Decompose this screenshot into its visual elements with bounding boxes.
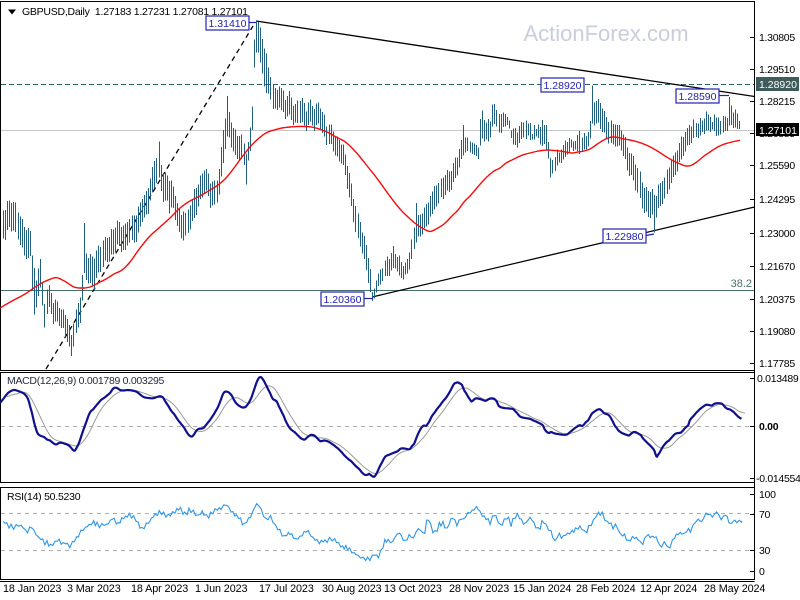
svg-text:15 Jan 2024: 15 Jan 2024 <box>513 583 571 595</box>
svg-text:-0.014554: -0.014554 <box>756 473 800 485</box>
svg-text:ActionForex.com: ActionForex.com <box>523 21 688 46</box>
svg-text:12 Apr 2024: 12 Apr 2024 <box>640 583 697 595</box>
svg-text:38.2: 38.2 <box>731 278 752 290</box>
svg-text:1.31410: 1.31410 <box>209 18 247 30</box>
svg-text:28 Nov 2023: 28 Nov 2023 <box>449 583 509 595</box>
svg-text:100: 100 <box>759 489 776 501</box>
svg-text:0.013489: 0.013489 <box>757 373 799 385</box>
svg-text:0: 0 <box>759 566 765 578</box>
svg-text:13 Oct 2023: 13 Oct 2023 <box>384 583 442 595</box>
svg-text:1.22980: 1.22980 <box>606 231 644 243</box>
svg-text:1.17785: 1.17785 <box>759 358 795 370</box>
svg-text:18 Jan 2023: 18 Jan 2023 <box>3 583 61 595</box>
svg-text:1.19080: 1.19080 <box>759 326 795 338</box>
svg-text:1.28215: 1.28215 <box>759 96 795 108</box>
svg-text:30: 30 <box>759 545 771 557</box>
svg-text:1.27101: 1.27101 <box>759 125 797 137</box>
svg-text:30 Aug 2023: 30 Aug 2023 <box>322 583 382 595</box>
svg-text:GBPUSD,Daily 1.27183 1.27231: GBPUSD,Daily 1.27183 1.27231 1.27081 1.2… <box>22 6 248 18</box>
svg-text:1 Jun 2023: 1 Jun 2023 <box>195 583 248 595</box>
svg-text:1.28590: 1.28590 <box>679 91 717 103</box>
svg-text:1.20360: 1.20360 <box>324 294 362 306</box>
svg-text:1.23000: 1.23000 <box>759 228 795 240</box>
svg-text:17 Jul 2023: 17 Jul 2023 <box>259 583 314 595</box>
svg-text:28 Feb 2024: 28 Feb 2024 <box>576 583 636 595</box>
svg-text:1.28920: 1.28920 <box>544 80 582 92</box>
svg-text:18 Apr 2023: 18 Apr 2023 <box>131 583 188 595</box>
svg-text:3 Mar 2023: 3 Mar 2023 <box>67 583 121 595</box>
svg-text:1.20375: 1.20375 <box>759 294 795 306</box>
svg-text:70: 70 <box>759 509 771 521</box>
svg-text:0.00: 0.00 <box>759 421 779 433</box>
svg-text:1.29510: 1.29510 <box>759 64 795 76</box>
svg-text:1.24295: 1.24295 <box>759 194 795 206</box>
svg-text:1.28920: 1.28920 <box>759 79 797 91</box>
svg-text:1.21670: 1.21670 <box>759 261 795 273</box>
svg-text:1.25590: 1.25590 <box>759 160 795 172</box>
svg-text:28 May 2024: 28 May 2024 <box>704 583 765 595</box>
svg-text:RSI(14) 50.5230: RSI(14) 50.5230 <box>7 491 81 503</box>
svg-text:1.30805: 1.30805 <box>759 32 795 44</box>
svg-text:MACD(12,26,9) 0.001789 0.00329: MACD(12,26,9) 0.001789 0.003295 <box>7 375 165 387</box>
